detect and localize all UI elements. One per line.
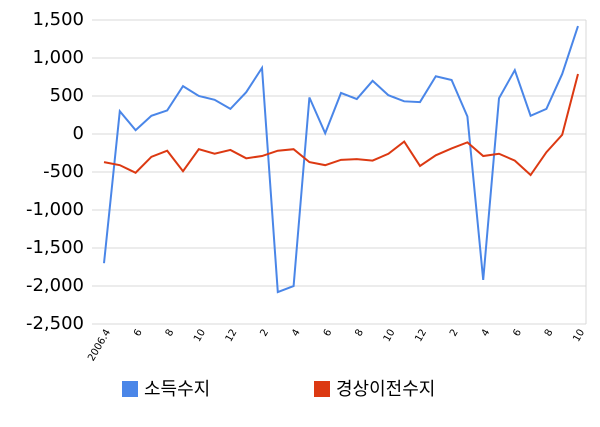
x-tick-label: 2	[258, 328, 271, 339]
y-tick-label: -2,000	[26, 275, 84, 296]
x-tick-label: 4	[480, 328, 493, 339]
x-tick-label: 2	[448, 328, 461, 339]
x-tick-label: 6	[322, 328, 335, 339]
y-tick-label: 500	[50, 85, 84, 106]
y-tick-label: -2,500	[26, 313, 84, 334]
y-tick-label: 1,500	[32, 9, 84, 30]
x-tick-label: 4	[290, 328, 303, 339]
x-tick-label: 12	[224, 328, 240, 345]
x-tick-label: 12	[413, 328, 429, 345]
legend-swatch	[122, 381, 138, 397]
y-tick-label: -1,000	[26, 199, 84, 220]
x-tick-label: 2006.4	[86, 328, 113, 364]
series-line	[103, 25, 579, 294]
x-tick-label: 6	[511, 328, 524, 339]
y-tick-label: -1,500	[26, 237, 84, 258]
x-tick-label: 10	[382, 328, 398, 345]
series-line	[103, 73, 579, 177]
y-tick-label: 0	[73, 123, 84, 144]
x-tick-label: 8	[543, 328, 556, 339]
x-tick-label: 10	[571, 328, 587, 345]
legend-swatch	[314, 381, 330, 397]
x-tick-label: 8	[164, 328, 177, 339]
y-tick-label: 1,000	[32, 47, 84, 68]
y-tick-label: -500	[43, 161, 84, 182]
x-tick-label: 8	[353, 328, 366, 339]
x-tick-label: 10	[192, 328, 208, 345]
x-tick-label: 6	[132, 328, 145, 339]
legend-label: 소득수지	[144, 379, 210, 400]
legend-label: 경상이전수지	[336, 379, 435, 400]
